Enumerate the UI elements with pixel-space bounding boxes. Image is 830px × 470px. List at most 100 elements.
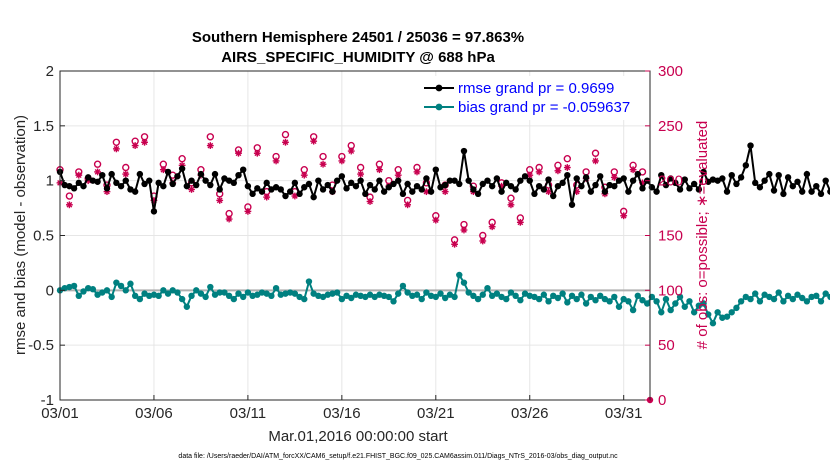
rmse-point-82 bbox=[441, 181, 449, 189]
obs-evaluated-marker-20 bbox=[244, 207, 252, 215]
rmse-point-50 bbox=[291, 179, 299, 187]
obs-evaluated-marker-2 bbox=[75, 171, 83, 179]
rmse-point-32 bbox=[207, 181, 214, 189]
bias-point-17 bbox=[136, 295, 144, 303]
rmse-point-74 bbox=[404, 180, 411, 188]
obs-evaluated-marker-28 bbox=[319, 160, 327, 168]
x-tick-label-6: 03/31 bbox=[605, 405, 643, 422]
chart-title-line1: Southern Hemisphere 24501 / 25036 = 97.8… bbox=[192, 29, 524, 46]
bias-point-85 bbox=[456, 271, 463, 279]
rmse-point-85 bbox=[456, 180, 463, 188]
rmse-point-9 bbox=[99, 171, 106, 179]
bias-point-98 bbox=[517, 297, 524, 304]
bias-point-132 bbox=[676, 293, 684, 301]
bias-point-39 bbox=[240, 293, 247, 301]
bias-point-30 bbox=[197, 290, 205, 297]
rmse-point-136 bbox=[695, 186, 703, 193]
obs-evaluated-marker-60 bbox=[620, 212, 628, 220]
bias-point-155 bbox=[784, 292, 792, 300]
bias-point-62 bbox=[348, 294, 355, 302]
rmse-series bbox=[56, 142, 830, 215]
rmse-point-56 bbox=[319, 186, 327, 193]
obs-possible-marker-54 bbox=[563, 155, 572, 163]
rmse-point-144 bbox=[733, 180, 740, 188]
bias-point-90 bbox=[479, 291, 486, 298]
obs-evaluated-marker-43 bbox=[460, 226, 468, 234]
obs-evaluated-marker-61 bbox=[629, 166, 637, 174]
bias-point-153 bbox=[775, 289, 782, 296]
rmse-point-44 bbox=[263, 179, 270, 187]
bias-point-110 bbox=[573, 295, 580, 303]
bias-point-16 bbox=[131, 292, 139, 300]
rmse-point-118 bbox=[611, 182, 618, 190]
rmse-point-113 bbox=[587, 188, 595, 195]
obs-evaluated-marker-59 bbox=[610, 173, 618, 181]
bias-point-133 bbox=[681, 303, 688, 310]
rmse-point-70 bbox=[385, 184, 393, 191]
bias-point-119 bbox=[615, 303, 623, 310]
rmse-point-43 bbox=[258, 188, 266, 195]
y-tick-label-3: 0.5 bbox=[33, 228, 54, 245]
obs-evaluated-marker-46 bbox=[488, 223, 496, 231]
bias-point-31 bbox=[202, 293, 209, 301]
bias-point-159 bbox=[803, 298, 811, 305]
rmse-point-101 bbox=[531, 190, 538, 198]
rmse-point-5 bbox=[80, 182, 87, 190]
obs-possible-marker-13 bbox=[178, 155, 186, 163]
rmse-point-69 bbox=[380, 188, 388, 195]
rmse-point-11 bbox=[108, 170, 115, 178]
rmse-point-24 bbox=[169, 180, 176, 188]
bias-point-149 bbox=[756, 298, 764, 305]
bias-point-77 bbox=[418, 295, 425, 303]
rmse-point-146 bbox=[742, 162, 750, 169]
y-right-axis-label: # of obs: o=possible; ∗=evaluated bbox=[694, 121, 711, 350]
rmse-point-68 bbox=[376, 177, 383, 184]
obs-possible-marker-16 bbox=[206, 133, 215, 141]
obs-evaluated-marker-32 bbox=[357, 170, 365, 178]
bias-point-123 bbox=[634, 292, 641, 300]
rmse-point-27 bbox=[183, 182, 191, 190]
bias-point-87 bbox=[465, 289, 472, 296]
bias-point-36 bbox=[225, 292, 233, 300]
rmse-point-88 bbox=[470, 186, 477, 193]
bias-point-162 bbox=[817, 298, 825, 305]
bias-point-129 bbox=[662, 295, 670, 303]
rmse-point-60 bbox=[338, 173, 346, 180]
bias-point-93 bbox=[493, 290, 501, 297]
bias-point-148 bbox=[752, 290, 759, 297]
obs-possible-marker-24 bbox=[281, 130, 290, 139]
rmse-point-71 bbox=[390, 180, 397, 188]
rmse-point-10 bbox=[103, 185, 111, 192]
rmse-point-12 bbox=[113, 179, 120, 187]
y-right-tick-label-2: 100 bbox=[658, 282, 683, 299]
obs-evaluated-marker-22 bbox=[263, 193, 271, 201]
rmse-point-55 bbox=[315, 177, 322, 184]
obs-evaluated-marker-38 bbox=[413, 168, 421, 176]
bias-point-163 bbox=[822, 290, 829, 297]
obs-evaluated-marker-23 bbox=[272, 157, 280, 165]
rmse-point-94 bbox=[498, 188, 505, 195]
bias-point-96 bbox=[507, 289, 515, 296]
rmse-point-64 bbox=[357, 177, 364, 184]
rmse-point-112 bbox=[582, 174, 590, 181]
rmse-point-22 bbox=[160, 182, 167, 190]
rmse-point-164 bbox=[827, 188, 830, 195]
bias-point-28 bbox=[188, 292, 195, 300]
rmse-point-92 bbox=[488, 182, 496, 190]
bias-point-143 bbox=[728, 309, 735, 316]
y-right-tick-label-6: 300 bbox=[658, 63, 683, 80]
rmse-point-73 bbox=[399, 190, 407, 198]
rmse-point-93 bbox=[493, 175, 501, 182]
bias-point-139 bbox=[709, 320, 717, 327]
rmse-point-54 bbox=[310, 193, 317, 201]
bias-point-72 bbox=[395, 290, 402, 297]
rmse-point-128 bbox=[658, 171, 665, 179]
obs-evaluated-marker-42 bbox=[451, 240, 458, 248]
bias-point-135 bbox=[690, 309, 698, 316]
bias-point-29 bbox=[193, 287, 200, 294]
rmse-point-3 bbox=[70, 185, 78, 192]
obs-evaluated-marker-34 bbox=[376, 166, 383, 174]
obs-evaluated-marker-19 bbox=[235, 149, 242, 157]
y-tick-label-6: 2 bbox=[46, 63, 54, 80]
rmse-point-160 bbox=[808, 188, 815, 195]
